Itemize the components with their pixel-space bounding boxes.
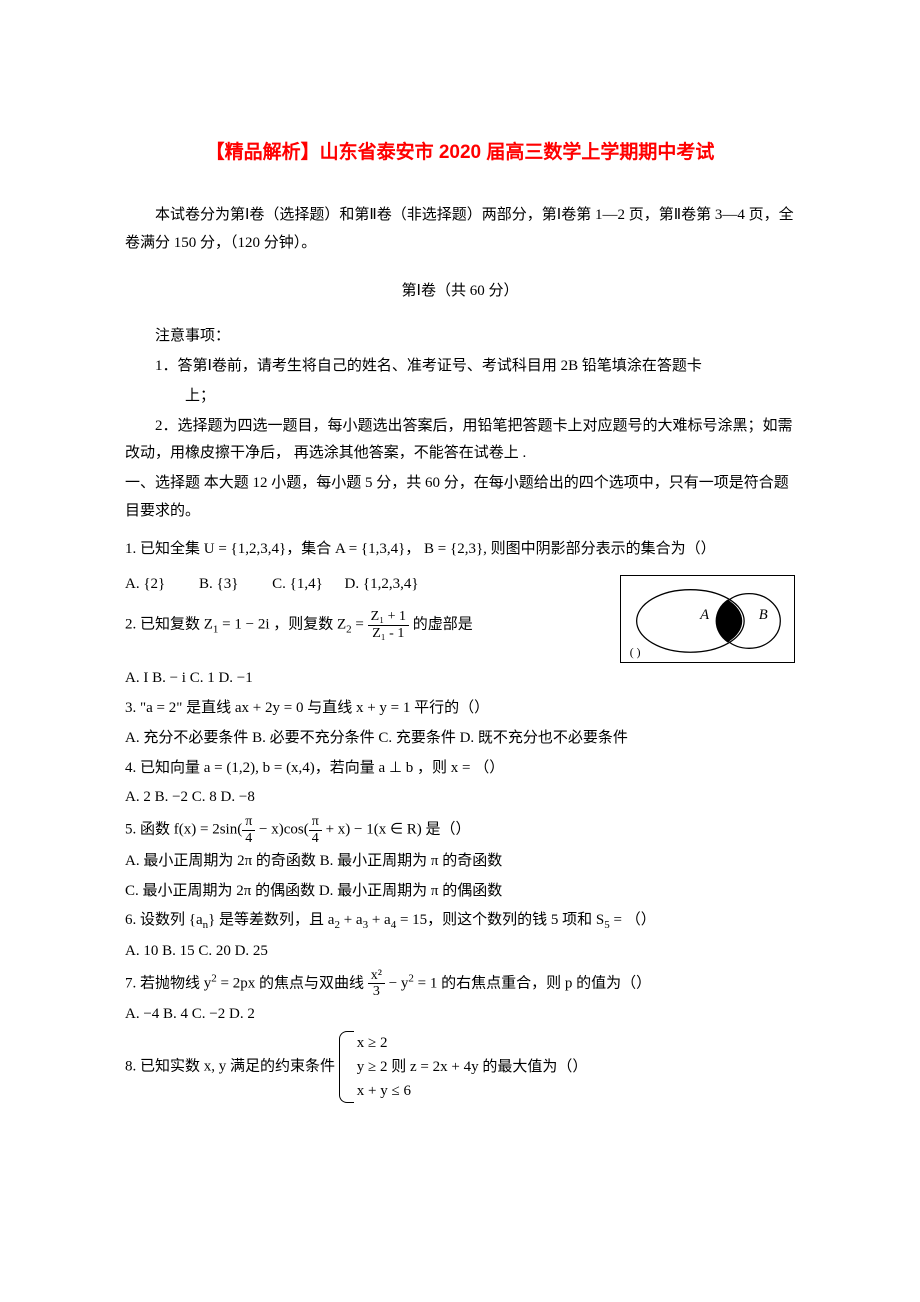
q1-options: A. {2} B. {3} C. {1,4} D. {1,2,3,4} xyxy=(125,571,612,599)
q2-options: A. I B. − i C. 1 D. −1 xyxy=(125,665,795,693)
q8-constraints: x ≥ 2 y ≥ 2 则 z = 2x + 4y 的最大值为（） x + y … xyxy=(339,1031,588,1103)
page-title: 【精品解析】山东省泰安市 2020 届高三数学上学期期中考试 xyxy=(125,135,795,170)
q5-options-cd: C. 最小正周期为 2π 的偶函数 D. 最小正周期为 π 的偶函数 xyxy=(125,878,795,906)
q1-opt-a: A. {2} xyxy=(125,576,165,592)
notice-item-1b: 上； xyxy=(125,383,795,411)
venn-label-b: B xyxy=(759,607,768,623)
question-3: 3. "a = 2" 是直线 ax + 2y = 0 与直线 x + y = 1… xyxy=(125,695,795,753)
question-2-opts: A. I B. − i C. 1 D. −1 xyxy=(125,665,795,693)
q7-text: 7. 若抛物线 y2 = 2px 的焦点与双曲线 x²3 − y2 = 1 的右… xyxy=(125,968,795,1000)
svg-text:( ): ( ) xyxy=(630,647,641,660)
q6-text: 6. 设数列 {an} 是等差数列，且 a2 + a3 + a4 = 15，则这… xyxy=(125,907,795,935)
q2-text: 2. 已知复数 Z1 = 1 − 2i ，则复数 Z2 = Z₁ + 1Z₁ -… xyxy=(125,609,612,641)
q7-frac: x²3 xyxy=(368,968,385,1000)
q4-options: A. 2 B. −2 C. 8 D. −8 xyxy=(125,784,795,812)
venn-label-a: A xyxy=(699,607,709,623)
q1-text: 1. 已知全集 U = {1,2,3,4}，集合 A = {1,3,4}， B … xyxy=(125,536,795,564)
notice-item-2: 2．选择题为四选一题目，每小题选出答案后，用铅笔把答题卡上对应题号的大难标号涂黑… xyxy=(125,413,795,469)
q5-text: 5. 函数 f(x) = 2sin(π4 − x)cos(π4 + x) − 1… xyxy=(125,814,795,846)
section-1-header: 第Ⅰ卷（共 60 分） xyxy=(125,278,795,306)
question-8: 8. 已知实数 x, y 满足的约束条件 x ≥ 2 y ≥ 2 则 z = 2… xyxy=(125,1031,795,1103)
q4-text: 4. 已知向量 a = (1,2), b = (x,4)，若向量 a ⊥ b ，… xyxy=(125,755,795,783)
intro-paragraph: 本试卷分为第Ⅰ卷（选择题）和第Ⅱ卷（非选择题）两部分，第Ⅰ卷第 1—2 页，第Ⅱ… xyxy=(125,202,795,258)
q1-opt-b: B. {3} xyxy=(199,576,238,592)
question-6: 6. 设数列 {an} 是等差数列，且 a2 + a3 + a4 = 15，则这… xyxy=(125,907,795,965)
q5-frac-1: π4 xyxy=(242,814,255,846)
q5-options-ab: A. 最小正周期为 2π 的奇函数 B. 最小正周期为 π 的奇函数 xyxy=(125,848,795,876)
q2-fraction: Z₁ + 1Z₁ - 1 xyxy=(368,609,409,641)
q5-frac-2: π4 xyxy=(309,814,322,846)
q1-opt-d: D. {1,2,3,4} xyxy=(345,576,419,592)
section-heading-choice: 一、选择题 本大题 12 小题，每小题 5 分，共 60 分，在每小题给出的四个… xyxy=(125,470,795,526)
q8-text: 8. 已知实数 x, y 满足的约束条件 x ≥ 2 y ≥ 2 则 z = 2… xyxy=(125,1031,795,1103)
q1-opt-c: C. {1,4} xyxy=(272,576,323,592)
question-5: 5. 函数 f(x) = 2sin(π4 − x)cos(π4 + x) − 1… xyxy=(125,814,795,905)
q7-options: A. −4 B. 4 C. −2 D. 2 xyxy=(125,1001,795,1029)
question-1: 1. 已知全集 U = {1,2,3,4}，集合 A = {1,3,4}， B … xyxy=(125,536,795,664)
venn-diagram: A B ( ) xyxy=(620,575,795,663)
notice-label: 注意事项： xyxy=(125,323,795,351)
question-7: 7. 若抛物线 y2 = 2px 的焦点与双曲线 x²3 − y2 = 1 的右… xyxy=(125,968,795,1030)
question-4: 4. 已知向量 a = (1,2), b = (x,4)，若向量 a ⊥ b ，… xyxy=(125,755,795,813)
q3-text: 3. "a = 2" 是直线 ax + 2y = 0 与直线 x + y = 1… xyxy=(125,695,795,723)
q3-options: A. 充分不必要条件 B. 必要不充分条件 C. 充要条件 D. 既不充分也不必… xyxy=(125,725,795,753)
q6-options: A. 10 B. 15 C. 20 D. 25 xyxy=(125,938,795,966)
notice-item-1a: 1．答第Ⅰ卷前，请考生将自己的姓名、准考证号、考试科目用 2B 铅笔填涂在答题卡 xyxy=(125,353,795,381)
